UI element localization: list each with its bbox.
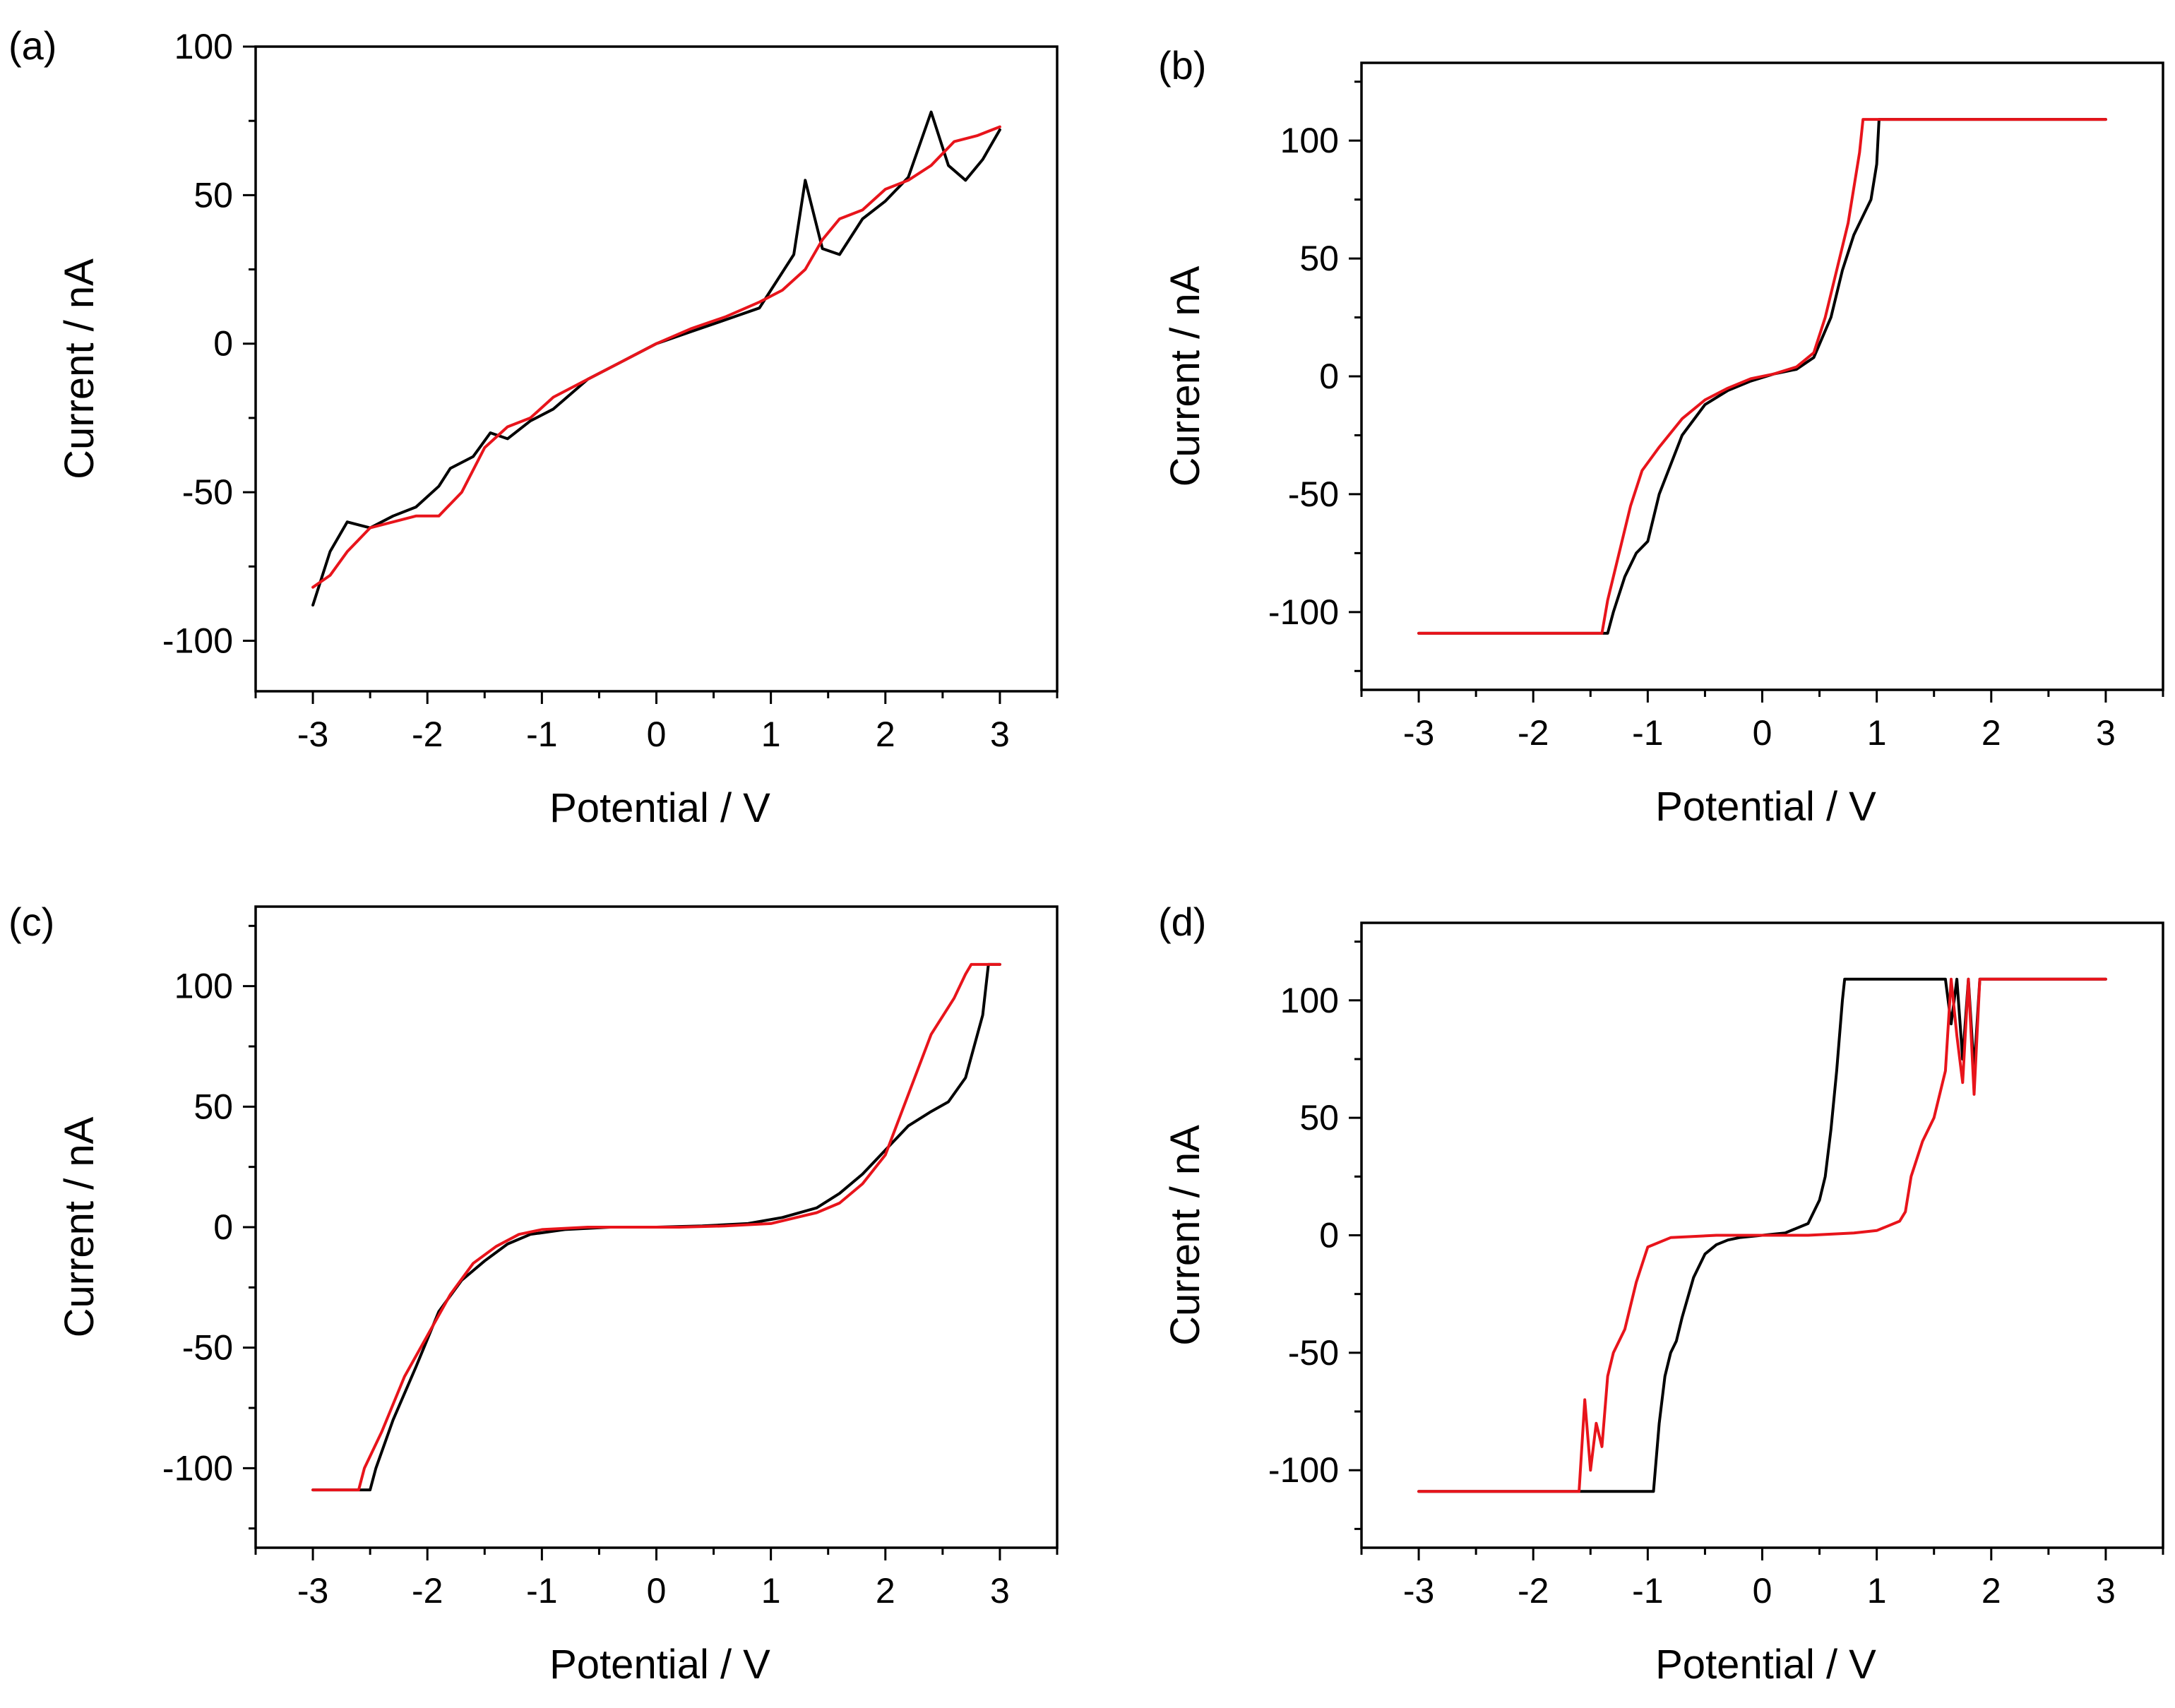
y-tick-label: -100 bbox=[1268, 1450, 1339, 1490]
y-tick-label: 50 bbox=[1299, 239, 1339, 278]
x-tick-label: -1 bbox=[526, 715, 557, 754]
panel-label: (d) bbox=[1158, 900, 1206, 944]
panel-label: (b) bbox=[1158, 43, 1206, 88]
x-axis-label: Potential / V bbox=[549, 1642, 770, 1688]
x-tick-label: -1 bbox=[1632, 713, 1663, 753]
y-axis-label: Current / nA bbox=[1162, 265, 1208, 486]
y-tick-label: 50 bbox=[193, 1087, 233, 1126]
y-tick-label: 100 bbox=[1280, 121, 1339, 160]
x-tick-label: -2 bbox=[412, 1571, 443, 1611]
x-tick-label: 1 bbox=[1867, 713, 1887, 753]
x-tick-label: -1 bbox=[1632, 1571, 1663, 1611]
x-tick-label: -2 bbox=[412, 715, 443, 754]
series-line-red bbox=[1417, 977, 2107, 1493]
y-tick-label: 0 bbox=[213, 324, 233, 364]
y-tick-label: -100 bbox=[1268, 592, 1339, 632]
y-tick-label: 0 bbox=[1319, 1216, 1339, 1255]
panel-label: (a) bbox=[8, 23, 56, 68]
x-axis-label: Potential / V bbox=[549, 785, 770, 831]
y-tick-label: 50 bbox=[193, 175, 233, 215]
x-tick-label: 2 bbox=[876, 715, 895, 754]
y-tick-label: -50 bbox=[182, 1328, 233, 1368]
x-tick-label: -1 bbox=[526, 1571, 557, 1611]
x-tick-label: -3 bbox=[1403, 713, 1434, 753]
plot-frame bbox=[254, 45, 1059, 693]
x-axis-label: Potential / V bbox=[1655, 1642, 1876, 1688]
x-axis-label: Potential / V bbox=[1655, 784, 1876, 830]
x-tick-label: 0 bbox=[1753, 713, 1772, 753]
y-tick-label: 100 bbox=[174, 27, 233, 66]
y-tick-label: 0 bbox=[1319, 357, 1339, 396]
x-tick-label: 3 bbox=[990, 1571, 1010, 1611]
x-tick-label: 3 bbox=[2096, 1571, 2116, 1611]
x-tick-label: 0 bbox=[1753, 1571, 1772, 1611]
series-line-red bbox=[1417, 118, 2107, 635]
x-tick-label: -2 bbox=[1518, 713, 1549, 753]
y-tick-label: -50 bbox=[182, 472, 233, 512]
series-line-red bbox=[311, 125, 1001, 589]
y-axis-label: Current / nA bbox=[1162, 1125, 1208, 1346]
x-tick-label: 2 bbox=[1982, 713, 2001, 753]
panel-3: -3 -2 -1 0 1 2 3 -100 -50 0 50 100 Potential / V Curr… bbox=[1158, 900, 2164, 1688]
panel-2: -3 -2 -1 0 1 2 3 -100 -50 0 50 100 Potential / V Curr… bbox=[8, 900, 1059, 1688]
y-tick-label: 100 bbox=[174, 967, 233, 1006]
x-tick-label: -3 bbox=[297, 715, 328, 754]
y-tick-label: 100 bbox=[1280, 981, 1339, 1020]
y-axis-label: Current / nA bbox=[56, 1116, 102, 1337]
x-tick-label: 1 bbox=[761, 1571, 781, 1611]
y-tick-label: -100 bbox=[162, 621, 233, 660]
x-tick-label: 2 bbox=[876, 1571, 895, 1611]
x-tick-label: 0 bbox=[647, 1571, 667, 1611]
x-tick-label: -2 bbox=[1518, 1571, 1549, 1611]
y-tick-label: 50 bbox=[1299, 1098, 1339, 1137]
series-line-red bbox=[311, 962, 1001, 1492]
y-tick-label: 0 bbox=[213, 1207, 233, 1247]
y-tick-label: -100 bbox=[162, 1448, 233, 1488]
x-tick-label: 2 bbox=[1982, 1571, 2001, 1611]
panel-1: -3 -2 -1 0 1 2 3 -100 -50 0 50 100 Potential / V Curr… bbox=[1158, 43, 2164, 830]
panel-0: -3 -2 -1 0 1 2 3 -100 -50 0 50 100 Potential / V Curr… bbox=[8, 23, 1059, 831]
x-tick-label: -3 bbox=[1403, 1571, 1434, 1611]
x-tick-label: 3 bbox=[990, 715, 1010, 754]
x-tick-label: -3 bbox=[297, 1571, 328, 1611]
x-tick-label: 1 bbox=[1867, 1571, 1887, 1611]
x-tick-label: 1 bbox=[761, 715, 781, 754]
x-tick-label: 0 bbox=[647, 715, 667, 754]
y-tick-label: -50 bbox=[1288, 474, 1339, 514]
panel-label: (c) bbox=[8, 900, 54, 944]
y-tick-label: -50 bbox=[1288, 1333, 1339, 1373]
series-line-black bbox=[1417, 977, 2107, 1493]
x-tick-label: 3 bbox=[2096, 713, 2116, 753]
y-axis-label: Current / nA bbox=[56, 258, 102, 479]
